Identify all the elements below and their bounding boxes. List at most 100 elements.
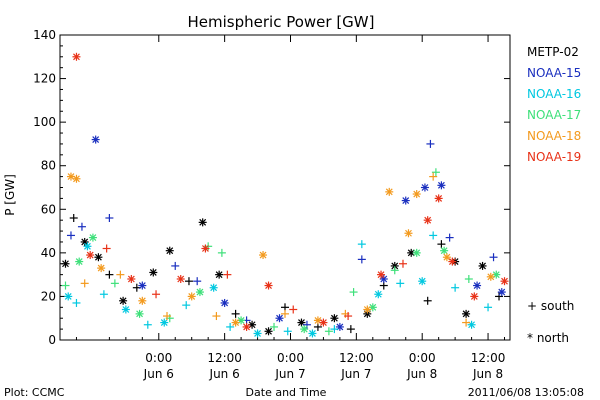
x-axis: 0:00 Jun 6 12:00 Jun 6 0:00 Jun 7 12:00 Jun 7 0:… bbox=[59, 35, 505, 381]
x-tick-label-date: Jun 6 bbox=[143, 367, 174, 381]
data-point bbox=[72, 298, 81, 307]
data-point bbox=[437, 240, 446, 249]
data-point bbox=[377, 270, 386, 279]
data-point bbox=[448, 257, 457, 266]
data-point bbox=[434, 194, 443, 203]
data-point bbox=[300, 325, 309, 334]
data-point bbox=[470, 292, 479, 301]
x-tick-label-date: Jun 7 bbox=[274, 367, 305, 381]
y-tick-label: 0 bbox=[48, 333, 56, 347]
data-point bbox=[324, 327, 333, 336]
data-point bbox=[83, 242, 92, 251]
data-point bbox=[165, 246, 174, 255]
data-point bbox=[72, 52, 81, 61]
data-point bbox=[193, 277, 202, 286]
data-point bbox=[135, 309, 144, 318]
data-point bbox=[335, 322, 344, 331]
data-point bbox=[357, 240, 366, 249]
data-point bbox=[138, 281, 147, 290]
data-point bbox=[302, 320, 311, 329]
data-point bbox=[451, 283, 460, 292]
data-point bbox=[143, 320, 152, 329]
data-point bbox=[357, 255, 366, 264]
data-point bbox=[61, 281, 70, 290]
y-tick-label: 100 bbox=[33, 115, 56, 129]
legend-entry: METP-02 bbox=[527, 45, 579, 59]
data-point bbox=[429, 231, 438, 240]
data-point bbox=[445, 233, 454, 242]
chart-title: Hemispheric Power [GW] bbox=[188, 13, 375, 31]
data-point bbox=[390, 266, 399, 275]
data-point bbox=[319, 318, 328, 327]
data-point bbox=[80, 237, 89, 246]
data-point bbox=[500, 277, 509, 286]
y-tick-label: 40 bbox=[41, 246, 56, 260]
data-point bbox=[281, 309, 289, 318]
y-tick-label: 60 bbox=[41, 202, 56, 216]
data-point bbox=[330, 325, 339, 334]
data-point bbox=[171, 261, 180, 270]
data-point bbox=[99, 290, 108, 299]
data-point bbox=[484, 303, 493, 312]
x-tick-label-date: Jun 6 bbox=[209, 367, 240, 381]
data-point bbox=[94, 253, 103, 262]
data-point bbox=[242, 322, 251, 331]
x-tick-label-time: 0:00 bbox=[409, 351, 436, 365]
data-point bbox=[462, 318, 471, 327]
data-point bbox=[486, 272, 495, 281]
y-tick-label: 120 bbox=[33, 72, 56, 86]
data-point bbox=[478, 261, 487, 270]
data-point bbox=[226, 322, 235, 331]
data-point bbox=[379, 275, 388, 283]
data-point bbox=[412, 248, 421, 257]
x-tick-label-date: Jun 7 bbox=[340, 367, 371, 381]
data-point bbox=[398, 259, 407, 268]
footer-plot-credit: Plot: CCMC bbox=[4, 386, 65, 399]
data-point bbox=[423, 216, 432, 225]
data-point bbox=[420, 183, 429, 192]
data-point bbox=[77, 222, 86, 231]
data-point bbox=[212, 312, 221, 321]
y-axis-label: P [GW] bbox=[3, 174, 17, 216]
data-point bbox=[66, 231, 75, 240]
data-point bbox=[404, 229, 413, 238]
data-point bbox=[440, 246, 449, 255]
x-tick-label-time: 0:00 bbox=[145, 351, 172, 365]
data-point bbox=[231, 318, 240, 327]
data-point bbox=[429, 172, 438, 181]
data-point bbox=[264, 327, 273, 336]
data-point bbox=[75, 257, 84, 266]
data-point bbox=[289, 305, 298, 314]
data-point bbox=[437, 181, 446, 190]
data-point bbox=[253, 329, 262, 338]
x-tick-label-time: 0:00 bbox=[277, 351, 304, 365]
footer-timestamp: 2011/06/08 13:05:08 bbox=[468, 386, 584, 399]
data-point bbox=[182, 301, 191, 310]
data-point bbox=[270, 322, 279, 331]
legend: METP-02 NOAA-15 NOAA-16 NOAA-17 NOAA-18 NOAA-… bbox=[527, 45, 581, 164]
data-point bbox=[217, 248, 226, 257]
data-point bbox=[64, 292, 73, 301]
data-point bbox=[462, 309, 471, 318]
data-point bbox=[184, 277, 193, 286]
data-point bbox=[121, 305, 130, 314]
data-point bbox=[72, 174, 81, 183]
data-point bbox=[495, 292, 504, 301]
data-point bbox=[346, 325, 355, 334]
data-point bbox=[105, 270, 114, 279]
data-point bbox=[86, 251, 95, 260]
data-point bbox=[61, 259, 70, 268]
data-point bbox=[363, 305, 372, 314]
plot-frame bbox=[59, 34, 511, 341]
marker-legend: + south * north bbox=[527, 299, 574, 345]
y-tick-label: 140 bbox=[33, 28, 56, 42]
x-tick-label-time: 12:00 bbox=[207, 351, 242, 365]
data-point bbox=[163, 312, 172, 321]
data-point bbox=[152, 290, 161, 299]
data-point bbox=[344, 312, 353, 321]
data-point bbox=[259, 251, 268, 260]
data-point bbox=[209, 283, 218, 292]
x-tick-label-time: 12:00 bbox=[339, 351, 374, 365]
data-point bbox=[201, 244, 210, 253]
